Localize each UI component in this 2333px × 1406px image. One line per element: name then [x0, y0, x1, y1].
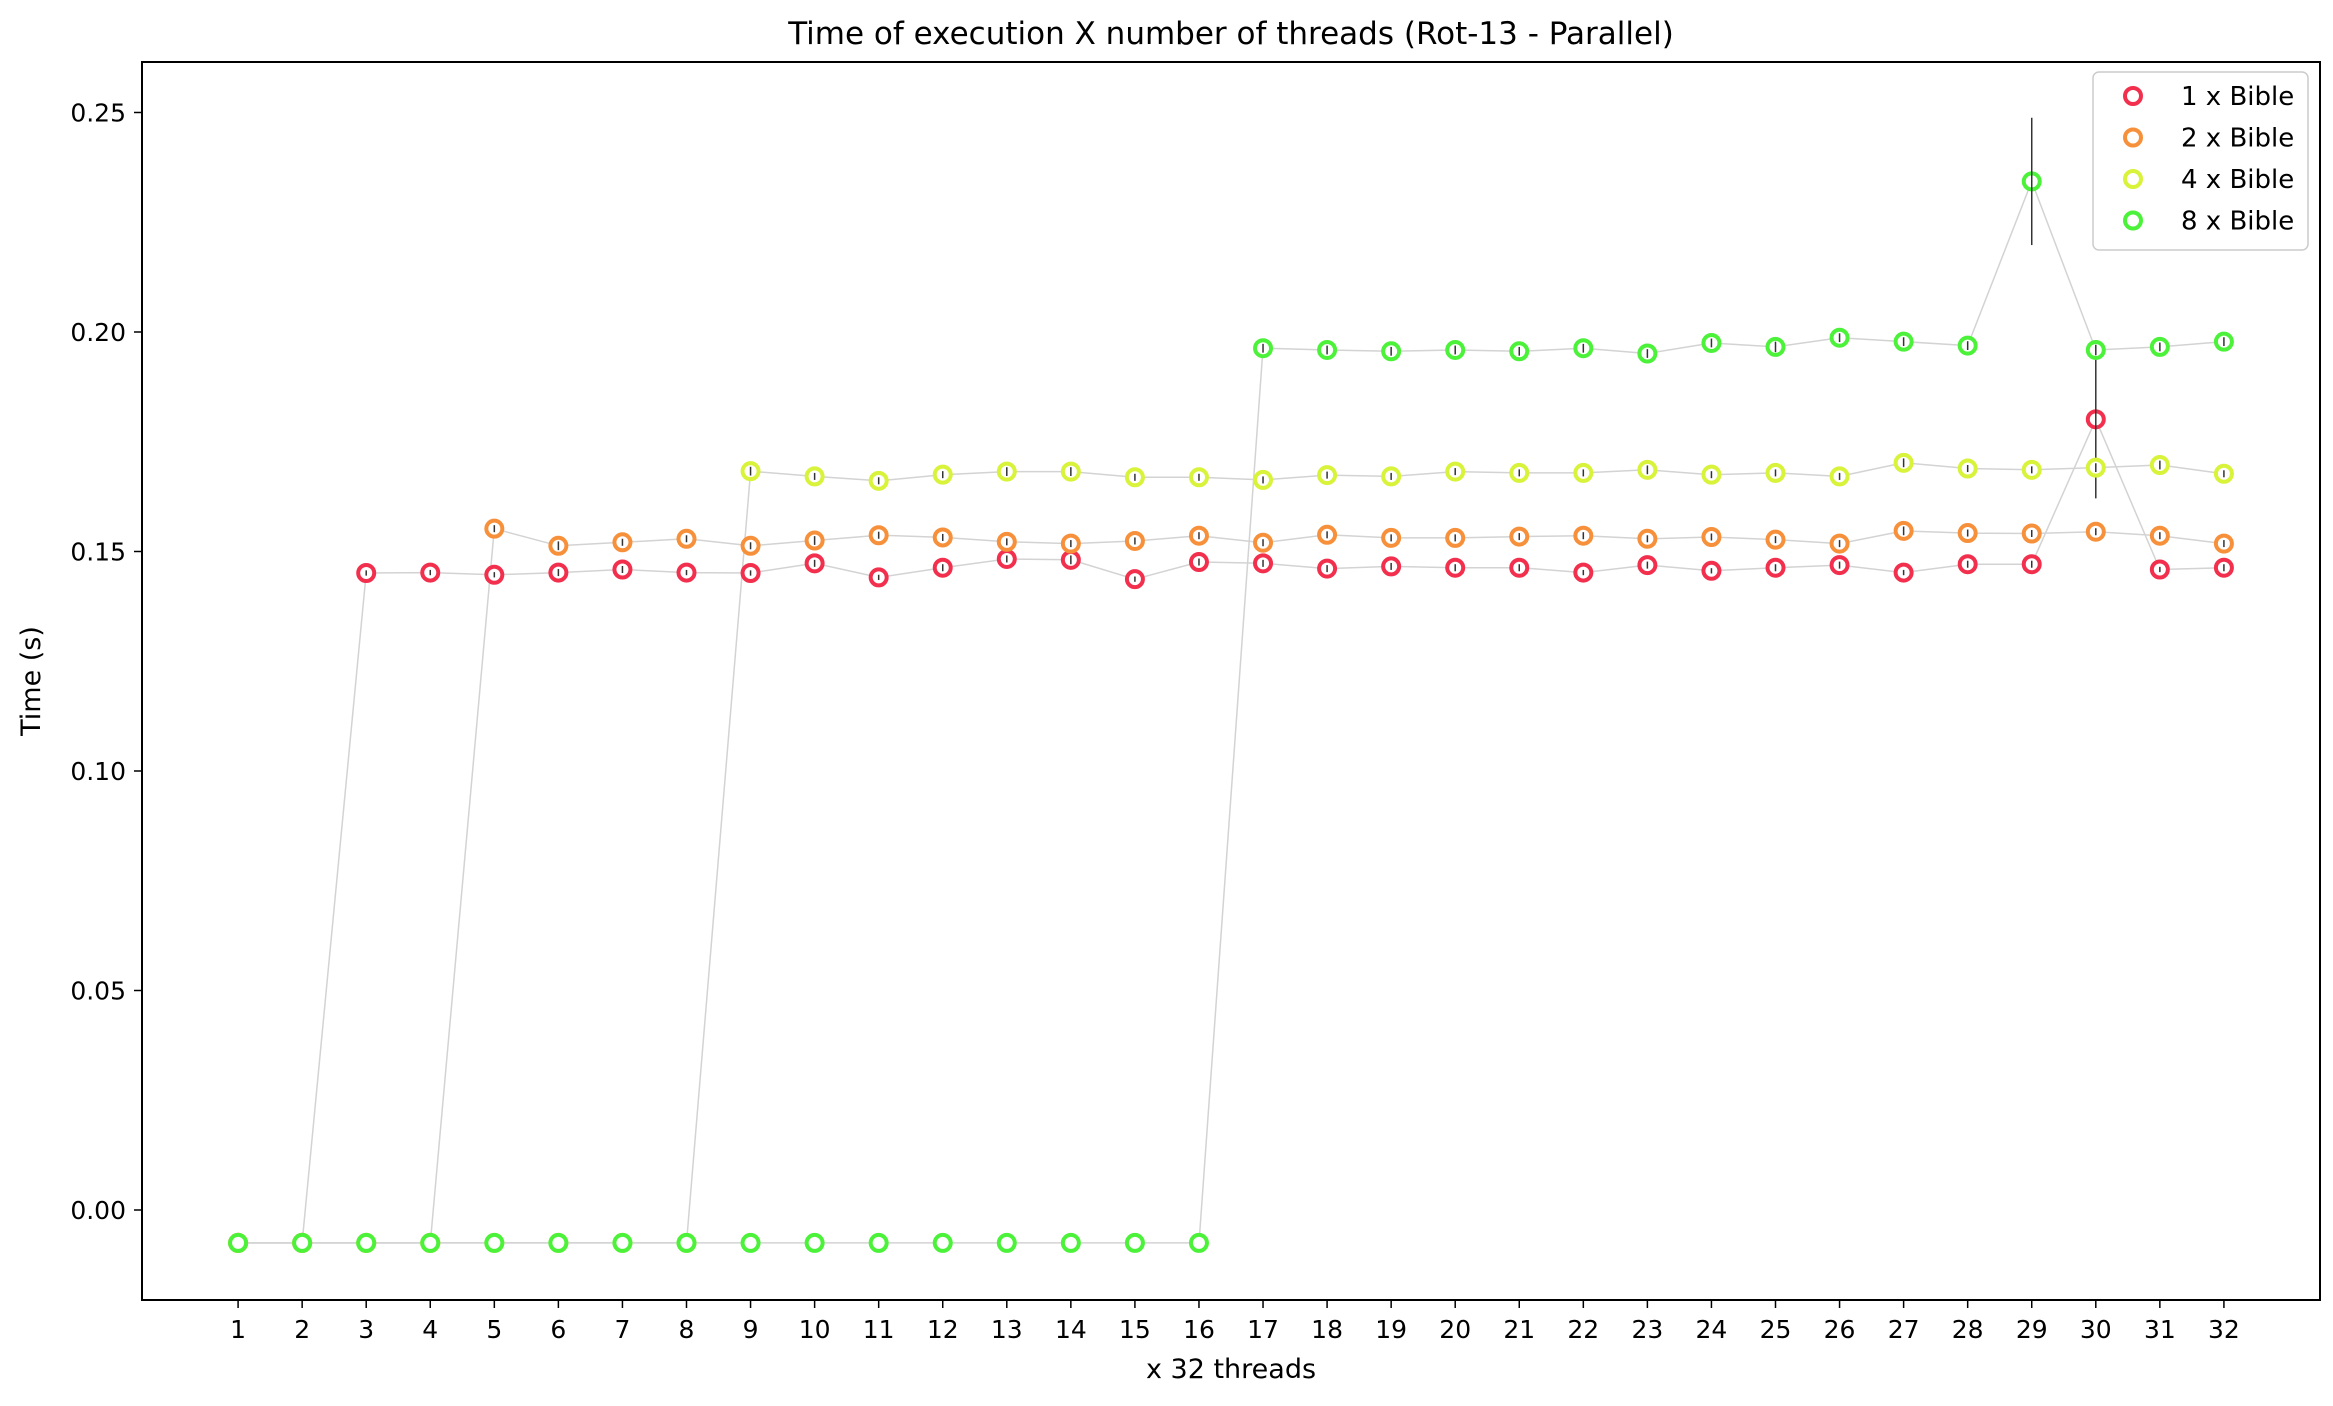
- x-tick-label: 1: [230, 1315, 246, 1344]
- y-axis-label: Time (s): [16, 626, 47, 737]
- x-tick-label: 28: [1952, 1315, 1984, 1344]
- series-line-4: [238, 179, 2224, 1244]
- y-tick-label: 0.15: [70, 537, 126, 566]
- y-tick-label: 0.00: [70, 1196, 126, 1225]
- x-tick-label: 18: [1311, 1315, 1343, 1344]
- plot-frame: [141, 61, 2321, 1301]
- x-axis-label: x 32 threads: [1146, 1354, 1316, 1385]
- x-tick-label: 3: [358, 1315, 374, 1344]
- legend-marker: [2123, 169, 2143, 189]
- x-tick-label: 17: [1247, 1315, 1279, 1344]
- x-tick-label: 23: [1631, 1315, 1663, 1344]
- x-tick-label: 10: [799, 1315, 831, 1344]
- x-tick-label: 7: [614, 1315, 630, 1344]
- x-tick-label: 19: [1375, 1315, 1407, 1344]
- series-4-points: [228, 117, 2234, 1253]
- x-tick-label: 11: [863, 1315, 895, 1344]
- x-tick-label: 26: [1824, 1315, 1856, 1344]
- data-point: [996, 1232, 1017, 1253]
- x-tick-label: 21: [1503, 1315, 1535, 1344]
- data-point: [292, 1232, 313, 1253]
- axes: 1 2 3 4 5 6 7 8 9 10 11 12 13 14 15 16 17 18 19 20 21 22 23 24 2…: [70, 98, 2239, 1344]
- x-tick-label: 32: [2208, 1315, 2240, 1344]
- x-tick-label: 14: [1055, 1315, 1087, 1344]
- legend-marker: [2123, 210, 2143, 231]
- data-point: [548, 1232, 569, 1253]
- x-tick-label: 2: [294, 1315, 310, 1344]
- x-tick-label: 30: [2080, 1315, 2112, 1344]
- x-tick-label: 22: [1567, 1315, 1599, 1344]
- legend-marker: [2123, 127, 2143, 148]
- x-tick-label: 25: [1760, 1315, 1792, 1344]
- data-point: [420, 1232, 441, 1253]
- x-tick-label: 13: [991, 1315, 1023, 1344]
- x-tick-label: 8: [679, 1315, 695, 1344]
- data-point: [868, 1232, 889, 1253]
- data-point: [740, 1232, 761, 1253]
- data-point: [612, 1232, 633, 1253]
- data-point: [356, 1232, 377, 1253]
- y-tick-label: 0.10: [70, 757, 126, 786]
- series-line-2: [238, 527, 2224, 1244]
- x-tick-label: 20: [1439, 1315, 1471, 1344]
- data-point: [1060, 1232, 1081, 1253]
- legend-label: 8 x Bible: [2181, 207, 2294, 237]
- legend-label: 4 x Bible: [2181, 165, 2294, 195]
- legend: 1 x Bible 2 x Bible 4 x Bible 8 x Bible: [2092, 71, 2309, 251]
- x-tick-label: 27: [1888, 1315, 1920, 1344]
- x-tick-label: 29: [2016, 1315, 2048, 1344]
- data-point: [932, 1232, 953, 1253]
- plot-area: [228, 117, 2234, 1253]
- x-tick-label: 4: [422, 1315, 438, 1344]
- data-point: [1188, 1232, 1209, 1253]
- data-point: [228, 1232, 249, 1253]
- data-point: [676, 1232, 697, 1253]
- legend-label: 2 x Bible: [2181, 124, 2294, 154]
- legend-box: [2092, 71, 2309, 251]
- legend-label: 1 x Bible: [2181, 82, 2294, 112]
- x-tick-label: 5: [486, 1315, 502, 1344]
- series-line-1: [238, 417, 2224, 1244]
- x-tick-label: 16: [1183, 1315, 1215, 1344]
- chart-title: Time of execution X number of threads (R…: [787, 16, 1674, 52]
- y-tick-label: 0.25: [70, 98, 126, 127]
- x-tick-label: 6: [550, 1315, 566, 1344]
- data-point: [804, 1232, 825, 1253]
- y-tick-label: 0.05: [70, 977, 126, 1006]
- x-tick-label: 12: [927, 1315, 959, 1344]
- series-1-points: [228, 340, 2234, 1253]
- x-tick-label: 24: [1696, 1315, 1728, 1344]
- x-tick-label: 9: [743, 1315, 759, 1344]
- data-point: [484, 1232, 505, 1253]
- y-tick-label: 0.20: [70, 318, 126, 347]
- data-point: [1124, 1232, 1145, 1253]
- x-tick-label: 31: [2144, 1315, 2176, 1344]
- x-tick-label: 15: [1119, 1315, 1151, 1344]
- legend-marker: [2123, 86, 2143, 106]
